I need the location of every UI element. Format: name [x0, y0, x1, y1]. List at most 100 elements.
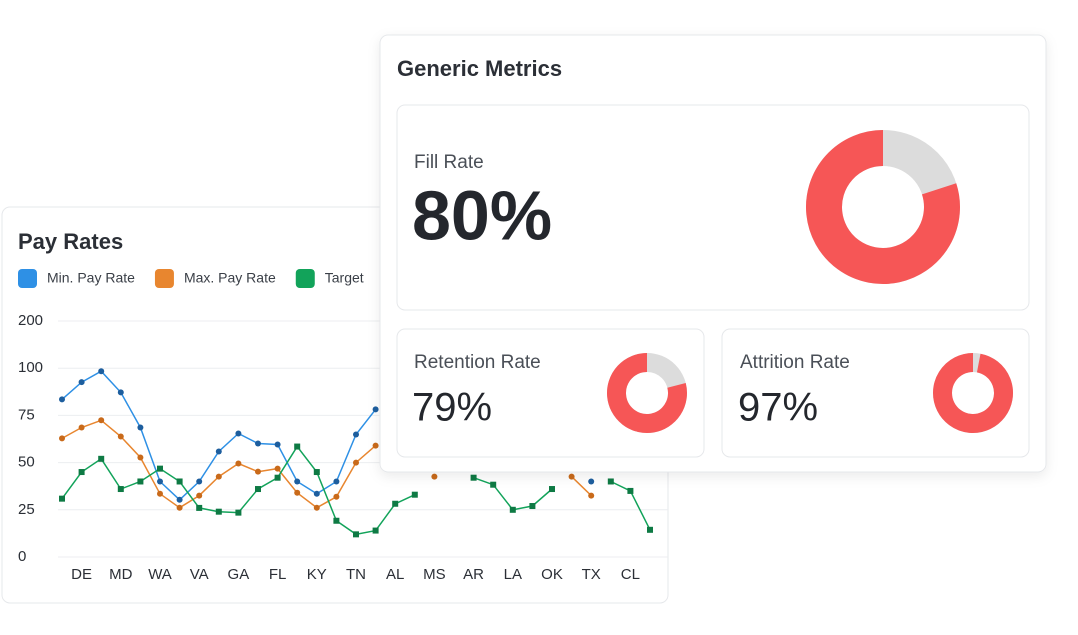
metric-label: Fill Rate	[414, 152, 484, 173]
data-point	[98, 368, 105, 375]
x-tick-label: GA	[228, 566, 250, 583]
x-tick-label: TN	[346, 566, 366, 583]
metrics-card: Generic Metrics Fill Rate 80% Retention Ra…	[379, 34, 1047, 473]
legend-swatch	[18, 269, 37, 288]
donut-arc	[806, 130, 960, 284]
chart-title: Pay Rates	[18, 229, 123, 254]
legend-label: Target	[325, 270, 364, 286]
data-point	[372, 442, 379, 449]
data-point	[255, 486, 261, 493]
metric-label: Attrition Rate	[740, 352, 850, 373]
x-tick-label: CL	[621, 566, 640, 583]
data-point	[294, 478, 301, 485]
data-point	[588, 478, 595, 485]
data-point	[215, 473, 222, 480]
data-point	[333, 517, 340, 524]
data-point	[470, 474, 477, 481]
y-tick-label: 25	[18, 501, 35, 518]
data-point	[196, 492, 203, 499]
panel-title: Generic Metrics	[397, 56, 562, 81]
data-point	[235, 509, 242, 516]
y-tick-label: 75	[18, 406, 35, 423]
data-point	[529, 503, 536, 510]
data-point	[98, 455, 105, 462]
data-point	[196, 478, 203, 485]
data-point	[196, 504, 203, 511]
x-tick-label: DE	[71, 566, 92, 583]
data-point	[255, 440, 261, 447]
data-point	[137, 424, 144, 431]
metric-value: 80%	[412, 176, 552, 254]
data-point	[78, 424, 85, 431]
data-point	[59, 435, 65, 442]
data-point	[78, 379, 85, 386]
x-tick-label: WA	[148, 566, 172, 583]
donut-arc	[933, 353, 1013, 433]
x-tick-label: MS	[423, 566, 446, 583]
data-point	[117, 433, 124, 440]
data-point	[235, 430, 242, 437]
y-tick-label: 200	[18, 312, 43, 329]
data-point	[215, 448, 222, 455]
data-point	[157, 478, 163, 485]
data-point	[627, 487, 634, 494]
data-point	[59, 396, 65, 403]
data-point	[274, 465, 281, 472]
data-point	[157, 465, 163, 472]
y-tick-label: 0	[18, 548, 26, 565]
data-point	[588, 492, 595, 499]
data-point	[274, 441, 281, 448]
data-point	[176, 504, 183, 511]
data-point	[294, 443, 301, 450]
donut-arc	[607, 353, 687, 433]
data-point	[117, 389, 124, 396]
data-point	[294, 489, 301, 496]
x-tick-label: VA	[190, 566, 209, 583]
data-point	[490, 481, 497, 488]
data-point	[549, 486, 555, 493]
legend-label: Max. Pay Rate	[184, 270, 276, 286]
data-point	[98, 417, 105, 424]
data-point	[137, 478, 144, 485]
data-point	[235, 460, 242, 467]
data-point	[333, 478, 340, 485]
x-tick-label: OK	[541, 566, 563, 583]
legend-swatch	[154, 269, 174, 288]
y-tick-label: 100	[18, 359, 43, 376]
data-point	[137, 454, 144, 461]
data-point	[157, 490, 163, 497]
metric-value: 97%	[738, 386, 818, 430]
data-point	[255, 468, 261, 475]
metric-value: 79%	[412, 386, 492, 430]
data-point	[431, 473, 438, 480]
data-point	[176, 478, 183, 485]
data-point	[313, 469, 320, 476]
data-point	[78, 469, 85, 476]
x-tick-label: FL	[269, 566, 287, 583]
data-point	[333, 493, 340, 500]
x-tick-label: LA	[504, 566, 522, 583]
data-point	[59, 495, 65, 502]
x-tick-label: AL	[386, 566, 404, 583]
data-point	[215, 508, 222, 515]
data-point	[372, 406, 379, 413]
y-tick-label: 50	[18, 454, 35, 471]
legend-label: Min. Pay Rate	[47, 270, 135, 286]
data-point	[509, 506, 516, 513]
x-tick-label: AR	[463, 566, 484, 583]
data-point	[117, 486, 124, 493]
x-tick-label: MD	[109, 566, 132, 583]
metric-label: Retention Rate	[414, 352, 541, 373]
data-point	[568, 473, 575, 480]
legend-swatch	[295, 269, 315, 288]
data-point	[353, 531, 359, 538]
data-point	[176, 496, 183, 503]
x-tick-label: TX	[582, 566, 601, 583]
data-point	[274, 474, 281, 481]
data-point	[607, 478, 614, 485]
data-point	[392, 500, 399, 507]
data-point	[411, 491, 418, 498]
data-point	[647, 526, 653, 533]
